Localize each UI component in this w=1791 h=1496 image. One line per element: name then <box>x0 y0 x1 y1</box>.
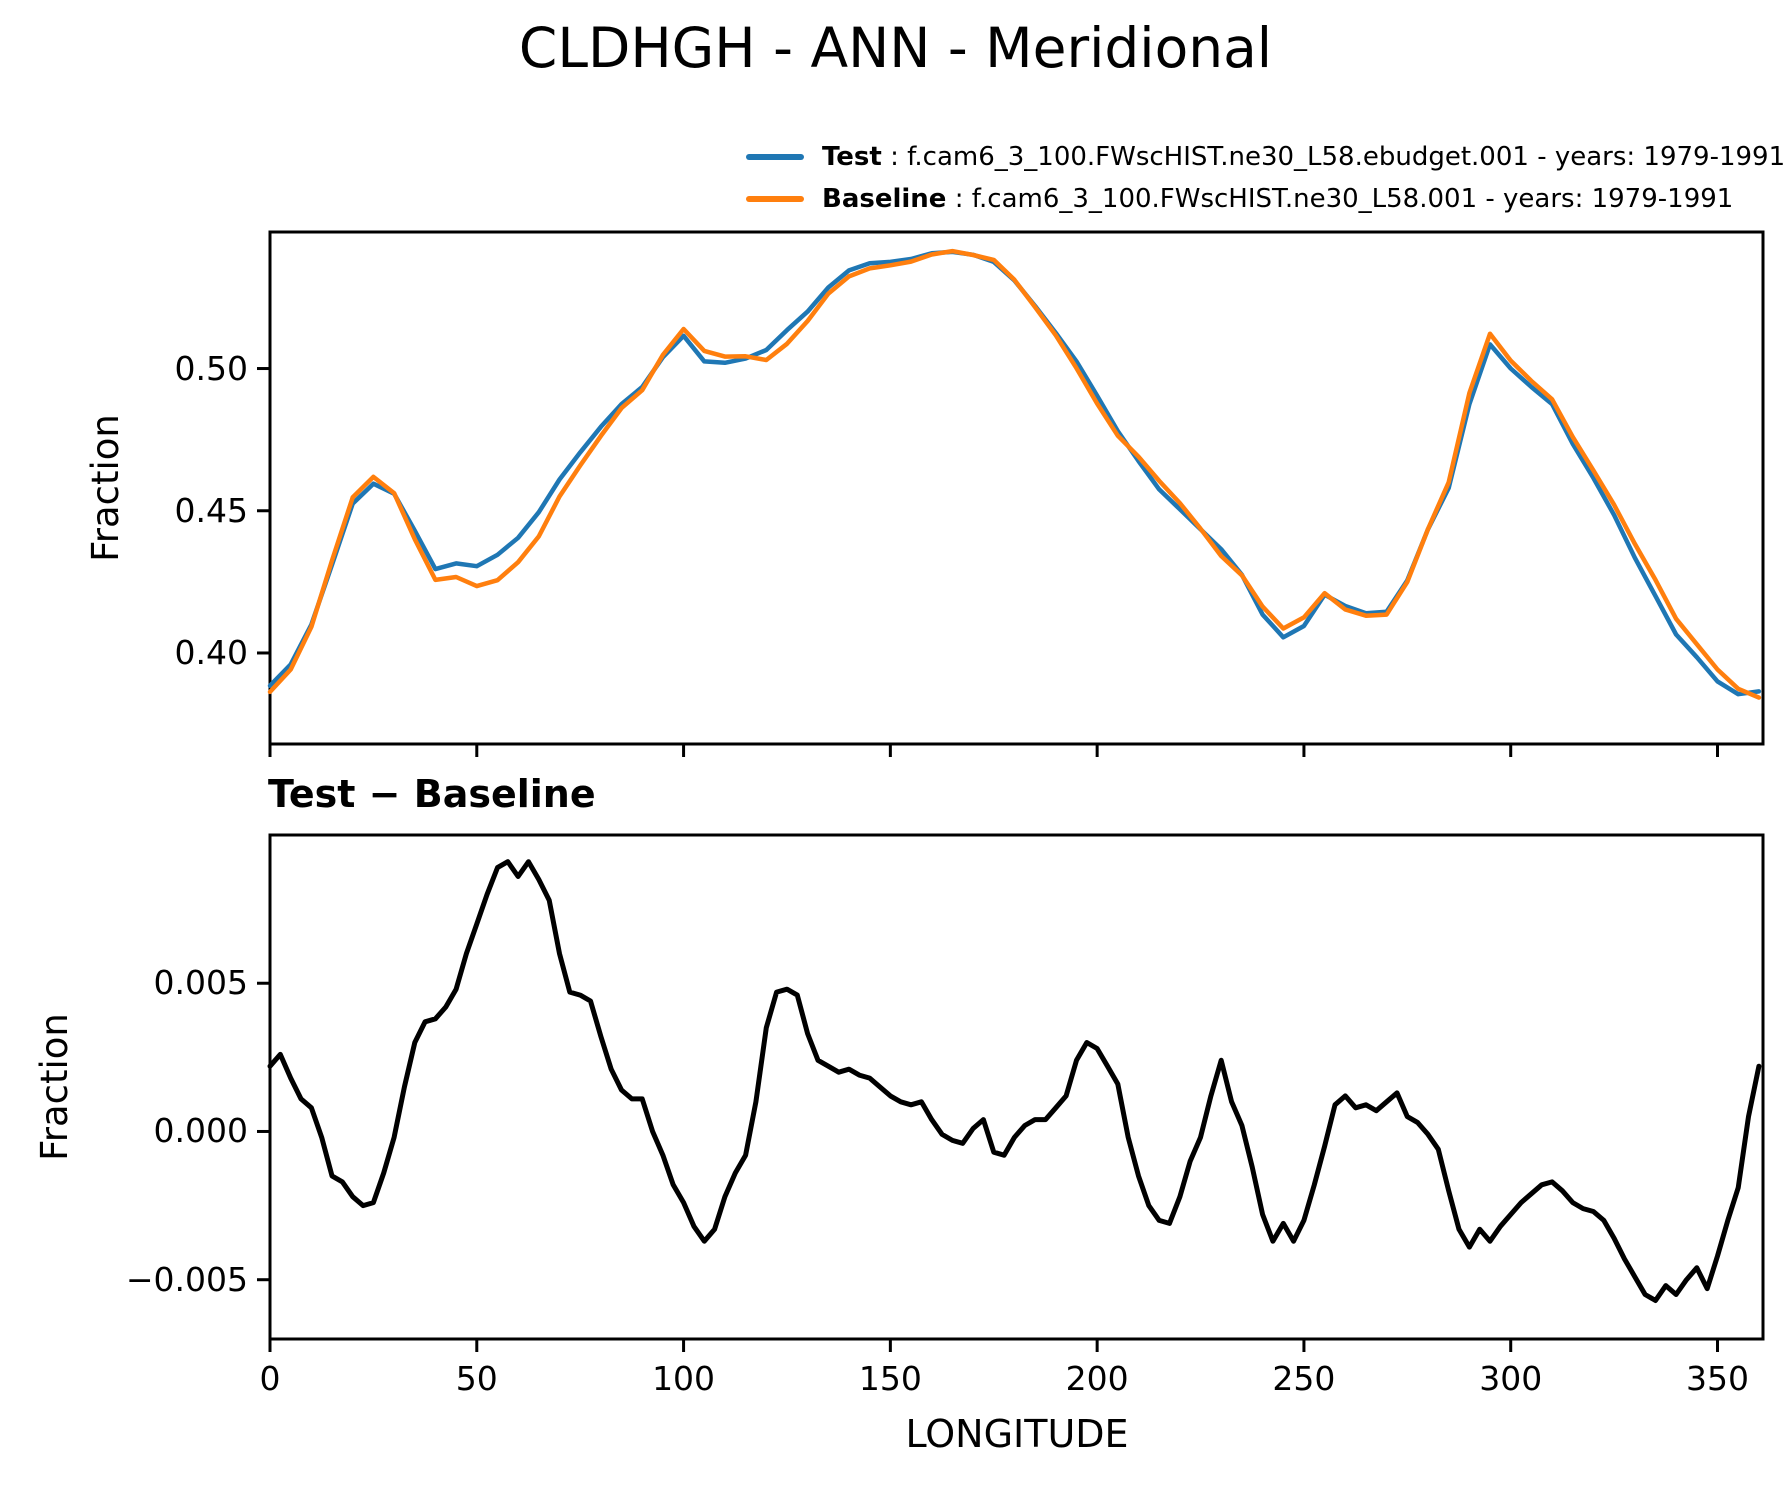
y-tick-label: 0.40 <box>174 632 248 672</box>
test-line <box>267 249 1762 697</box>
baseline-line-swatch-icon <box>746 196 804 202</box>
x-tick-label: 100 <box>652 1359 716 1398</box>
x-axis-label: LONGITUDE <box>905 1412 1129 1456</box>
legend-test-name: Test <box>822 142 882 172</box>
legend-baseline-separator: : <box>946 184 972 214</box>
y-tick-label: 0.005 <box>153 963 248 1003</box>
legend-item-test: Test : f.cam6_3_100.FWscHIST.ne30_L58.eb… <box>746 136 1785 178</box>
legend: Test : f.cam6_3_100.FWscHIST.ne30_L58.eb… <box>746 136 1785 220</box>
legend-label-baseline: Baseline : f.cam6_3_100.FWscHIST.ne30_L5… <box>822 184 1733 214</box>
baseline-line <box>267 248 1762 700</box>
x-tick-label: 350 <box>1686 1359 1749 1398</box>
figure-title: CLDHGH - ANN - Meridional <box>518 16 1273 80</box>
top-panel-frame <box>268 230 1765 746</box>
bottom-panel-title: Test − Baseline <box>268 772 596 816</box>
difference-line <box>267 859 1762 1303</box>
x-tick-label: 300 <box>1479 1359 1543 1398</box>
y-tick-label: −0.005 <box>125 1259 248 1299</box>
legend-test-separator: : <box>881 142 908 172</box>
legend-baseline-name: Baseline <box>822 184 947 214</box>
x-tick-label: 0 <box>259 1359 281 1398</box>
y-tick-label: 0.45 <box>174 490 248 530</box>
x-tick-label: 200 <box>1065 1359 1129 1398</box>
y-tick-label: 0.000 <box>153 1111 248 1151</box>
y-tick-label: 0.50 <box>174 348 248 388</box>
legend-baseline-run: f.cam6_3_100.FWscHIST.ne30_L58.001 - yea… <box>971 184 1734 214</box>
legend-label-test: Test : f.cam6_3_100.FWscHIST.ne30_L58.eb… <box>822 142 1785 172</box>
x-tick-label: 150 <box>858 1359 922 1398</box>
legend-test-run: f.cam6_3_100.FWscHIST.ne30_L58.ebudget.0… <box>907 142 1786 172</box>
bottom-panel-frame <box>268 833 1765 1341</box>
test-line-swatch-icon <box>746 154 804 160</box>
x-tick-label: 50 <box>455 1359 498 1398</box>
legend-item-baseline: Baseline : f.cam6_3_100.FWscHIST.ne30_L5… <box>746 178 1785 220</box>
x-tick-label: 250 <box>1272 1359 1336 1398</box>
